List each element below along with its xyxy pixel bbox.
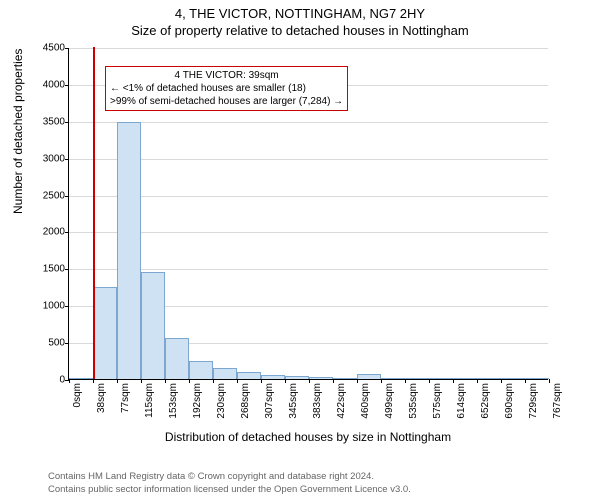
histogram-bar xyxy=(477,378,501,379)
annotation-box: 4 THE VICTOR: 39sqm← <1% of detached hou… xyxy=(105,66,348,111)
xtick-mark xyxy=(429,379,430,383)
histogram-bar xyxy=(309,377,333,379)
ytick-label: 3000 xyxy=(43,153,65,164)
xtick-label: 115sqm xyxy=(144,383,155,418)
ytick-label: 1500 xyxy=(43,264,65,275)
property-marker-line xyxy=(93,47,95,379)
histogram-bar xyxy=(141,272,165,379)
xtick-label: 535sqm xyxy=(408,383,419,419)
xtick-mark xyxy=(261,379,262,383)
xtick-label: 460sqm xyxy=(360,383,371,419)
footer-attribution: Contains HM Land Registry data © Crown c… xyxy=(48,471,411,496)
xtick-label: 614sqm xyxy=(456,383,467,419)
xtick-label: 422sqm xyxy=(336,383,347,419)
ytick-mark xyxy=(65,159,69,160)
histogram-bar xyxy=(381,378,405,379)
title-block: 4, THE VICTOR, NOTTINGHAM, NG7 2HY Size … xyxy=(0,0,600,38)
xtick-label: 307sqm xyxy=(264,383,275,419)
footer-line-2: Contains public sector information licen… xyxy=(48,484,411,496)
xtick-mark xyxy=(165,379,166,383)
histogram-bar xyxy=(525,378,549,379)
xtick-label: 499sqm xyxy=(384,383,395,419)
ytick-mark xyxy=(65,232,69,233)
histogram-bar xyxy=(237,372,261,379)
xtick-label: 767sqm xyxy=(552,383,563,419)
ytick-label: 4500 xyxy=(43,43,65,54)
ytick-mark xyxy=(65,85,69,86)
histogram-bar xyxy=(405,378,429,379)
histogram-bar xyxy=(165,338,189,379)
ytick-mark xyxy=(65,269,69,270)
histogram-bar xyxy=(69,378,93,379)
xtick-label: 383sqm xyxy=(312,383,323,419)
xtick-label: 153sqm xyxy=(168,383,179,419)
xtick-mark xyxy=(381,379,382,383)
xtick-mark xyxy=(189,379,190,383)
xtick-label: 652sqm xyxy=(480,383,491,419)
chart-subtitle: Size of property relative to detached ho… xyxy=(0,23,600,38)
x-axis-label: Distribution of detached houses by size … xyxy=(165,430,451,444)
ytick-mark xyxy=(65,343,69,344)
xtick-mark xyxy=(525,379,526,383)
xtick-label: 38sqm xyxy=(96,383,107,413)
chart-container: 4, THE VICTOR, NOTTINGHAM, NG7 2HY Size … xyxy=(0,0,600,500)
histogram-bar xyxy=(501,378,525,379)
xtick-mark xyxy=(69,379,70,383)
ytick-mark xyxy=(65,48,69,49)
grid-line xyxy=(69,48,548,49)
xtick-label: 575sqm xyxy=(432,383,443,419)
xtick-mark xyxy=(93,379,94,383)
xtick-mark xyxy=(117,379,118,383)
xtick-label: 345sqm xyxy=(288,383,299,419)
xtick-mark xyxy=(501,379,502,383)
histogram-bar xyxy=(261,375,285,379)
y-axis-label: Number of detached properties xyxy=(11,49,25,214)
xtick-label: 0sqm xyxy=(72,383,83,407)
ytick-label: 4000 xyxy=(43,79,65,90)
annotation-line: ← <1% of detached houses are smaller (18… xyxy=(110,82,343,95)
xtick-mark xyxy=(357,379,358,383)
xtick-mark xyxy=(237,379,238,383)
xtick-label: 690sqm xyxy=(504,383,515,419)
histogram-bar xyxy=(357,374,381,379)
ytick-mark xyxy=(65,122,69,123)
annotation-line: >99% of semi-detached houses are larger … xyxy=(110,95,343,108)
histogram-bar xyxy=(453,378,477,379)
ytick-label: 500 xyxy=(48,338,65,349)
histogram-bar xyxy=(285,376,309,379)
footer-line-1: Contains HM Land Registry data © Crown c… xyxy=(48,471,411,483)
xtick-mark xyxy=(309,379,310,383)
annotation-line: 4 THE VICTOR: 39sqm xyxy=(110,69,343,82)
histogram-bar xyxy=(333,378,357,379)
plot-area: 0500100015002000250030003500400045000sqm… xyxy=(68,48,548,380)
chart-title: 4, THE VICTOR, NOTTINGHAM, NG7 2HY xyxy=(0,6,600,21)
histogram-bar xyxy=(213,368,237,379)
ytick-label: 1000 xyxy=(43,301,65,312)
xtick-mark xyxy=(141,379,142,383)
xtick-mark xyxy=(213,379,214,383)
xtick-label: 268sqm xyxy=(240,383,251,419)
ytick-label: 2500 xyxy=(43,190,65,201)
ytick-label: 2000 xyxy=(43,227,65,238)
xtick-mark xyxy=(549,379,550,383)
xtick-label: 230sqm xyxy=(216,383,227,419)
ytick-mark xyxy=(65,196,69,197)
xtick-label: 729sqm xyxy=(528,383,539,419)
histogram-bar xyxy=(429,378,453,379)
xtick-mark xyxy=(477,379,478,383)
histogram-bar xyxy=(189,361,213,379)
ytick-mark xyxy=(65,306,69,307)
xtick-label: 192sqm xyxy=(192,383,203,419)
histogram-bar xyxy=(93,287,117,379)
ytick-label: 3500 xyxy=(43,116,65,127)
xtick-label: 77sqm xyxy=(120,383,131,413)
ytick-label: 0 xyxy=(59,375,65,386)
xtick-mark xyxy=(285,379,286,383)
xtick-mark xyxy=(405,379,406,383)
xtick-mark xyxy=(333,379,334,383)
histogram-bar xyxy=(117,122,141,379)
xtick-mark xyxy=(453,379,454,383)
